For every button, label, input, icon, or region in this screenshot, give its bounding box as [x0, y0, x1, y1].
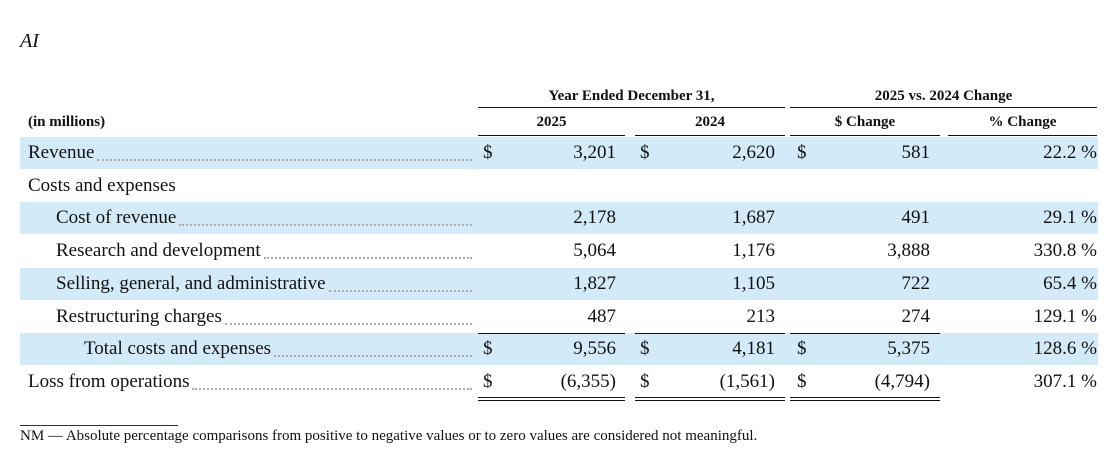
rule	[948, 135, 1097, 136]
percent-change: 29.1 %	[1043, 207, 1097, 229]
value: 491	[901, 207, 931, 229]
value: 487	[587, 305, 617, 327]
dot-leader	[263, 257, 472, 260]
row-shade	[20, 137, 1098, 169]
rule	[478, 135, 625, 136]
rule	[635, 400, 785, 402]
footnote: NM — Absolute percentage comparisons fro…	[20, 428, 758, 444]
currency: $	[797, 338, 807, 360]
row-label: Revenue	[28, 142, 95, 163]
value: 3,201	[573, 142, 616, 163]
value: 3,888	[887, 240, 930, 262]
rule	[790, 135, 940, 136]
row-label: Restructuring charges	[56, 305, 222, 327]
value: (1,561)	[719, 370, 775, 392]
percent-change: 22.2 %	[1043, 142, 1097, 163]
currency: $	[797, 142, 807, 163]
row-label: Total costs and expenses	[84, 338, 272, 360]
doc-title: AI	[20, 30, 39, 52]
dot-leader	[192, 387, 472, 390]
value: 1,687	[732, 207, 775, 229]
unit-label: (in millions)	[28, 114, 106, 130]
column-header: 2024	[695, 114, 725, 130]
currency: $	[640, 370, 650, 392]
dot-leader	[274, 355, 472, 358]
row-shade	[20, 333, 1098, 366]
rule	[635, 396, 785, 398]
column-header: 2025	[536, 114, 567, 130]
dot-leader	[179, 224, 472, 227]
value: (6,355)	[560, 370, 616, 392]
value: 5,064	[573, 240, 616, 262]
rule	[635, 333, 785, 335]
value: 9,556	[573, 338, 616, 360]
dot-leader	[328, 289, 472, 292]
currency: $	[640, 338, 650, 360]
row-shade	[20, 202, 1098, 235]
rule	[478, 400, 625, 402]
currency: $	[483, 370, 493, 392]
value: 213	[746, 305, 776, 327]
rule	[478, 396, 625, 398]
rule	[790, 107, 1097, 108]
group-header: 2025 vs. 2024 Change	[874, 88, 1013, 104]
column-header: $ Change	[834, 114, 896, 130]
value: 1,105	[732, 272, 775, 294]
group-header: Year Ended December 31,	[548, 88, 715, 104]
percent-change: 330.8 %	[1033, 240, 1097, 262]
value: 2,178	[573, 207, 616, 229]
row-shade	[20, 267, 1098, 300]
value: (4,794)	[874, 370, 930, 392]
row-label: Selling, general, and administrative	[56, 272, 326, 294]
value: 2,620	[732, 142, 775, 163]
rule	[478, 107, 785, 108]
currency: $	[483, 338, 493, 360]
percent-change: 307.1 %	[1033, 370, 1097, 392]
rule	[478, 333, 625, 335]
currency: $	[797, 370, 807, 392]
percent-change: 129.1 %	[1033, 305, 1097, 327]
rule	[790, 396, 940, 398]
footnote-rule	[20, 425, 178, 426]
value: 581	[901, 142, 931, 163]
row-label: Loss from operations	[28, 370, 190, 392]
row-label: Cost of revenue	[56, 207, 177, 229]
value: 722	[901, 272, 931, 294]
currency: $	[640, 142, 650, 163]
percent-change: 128.6 %	[1033, 338, 1097, 360]
rule	[790, 333, 940, 335]
percent-change: 65.4 %	[1043, 272, 1097, 294]
row-label: Costs and expenses	[28, 174, 176, 196]
currency: $	[483, 142, 493, 163]
rule	[790, 400, 940, 402]
rule	[635, 135, 785, 136]
row-label: Research and development	[56, 240, 261, 262]
value: 4,181	[732, 338, 775, 360]
column-header: % Change	[988, 114, 1057, 130]
value: 274	[901, 305, 931, 327]
dot-leader	[224, 322, 472, 325]
value: 1,827	[573, 272, 616, 294]
value: 1,176	[732, 240, 775, 262]
value: 5,375	[887, 338, 930, 360]
dot-leader	[97, 159, 472, 161]
